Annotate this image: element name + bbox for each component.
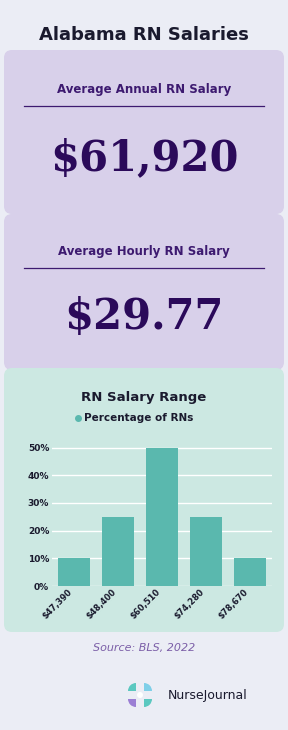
Text: Alabama RN Salaries: Alabama RN Salaries (39, 26, 249, 44)
Text: RN Salary Range: RN Salary Range (82, 391, 206, 404)
Wedge shape (144, 699, 152, 707)
FancyBboxPatch shape (4, 214, 284, 370)
Wedge shape (144, 683, 152, 691)
Wedge shape (128, 683, 136, 691)
FancyBboxPatch shape (4, 368, 284, 632)
Bar (58, 558, 90, 586)
Text: Average Annual RN Salary: Average Annual RN Salary (57, 83, 231, 96)
Circle shape (137, 692, 143, 698)
Wedge shape (128, 699, 136, 707)
Text: Average Hourly RN Salary: Average Hourly RN Salary (58, 245, 230, 258)
Bar (234, 558, 266, 586)
Bar (102, 517, 134, 586)
Text: $61,920: $61,920 (50, 137, 238, 179)
Text: Percentage of RNs: Percentage of RNs (84, 413, 193, 423)
Text: NurseJournal: NurseJournal (168, 688, 248, 702)
Bar (190, 517, 222, 586)
FancyBboxPatch shape (4, 50, 284, 214)
Text: Source: BLS, 2022: Source: BLS, 2022 (93, 643, 195, 653)
Text: $29.77: $29.77 (64, 296, 224, 338)
Bar (146, 447, 178, 586)
